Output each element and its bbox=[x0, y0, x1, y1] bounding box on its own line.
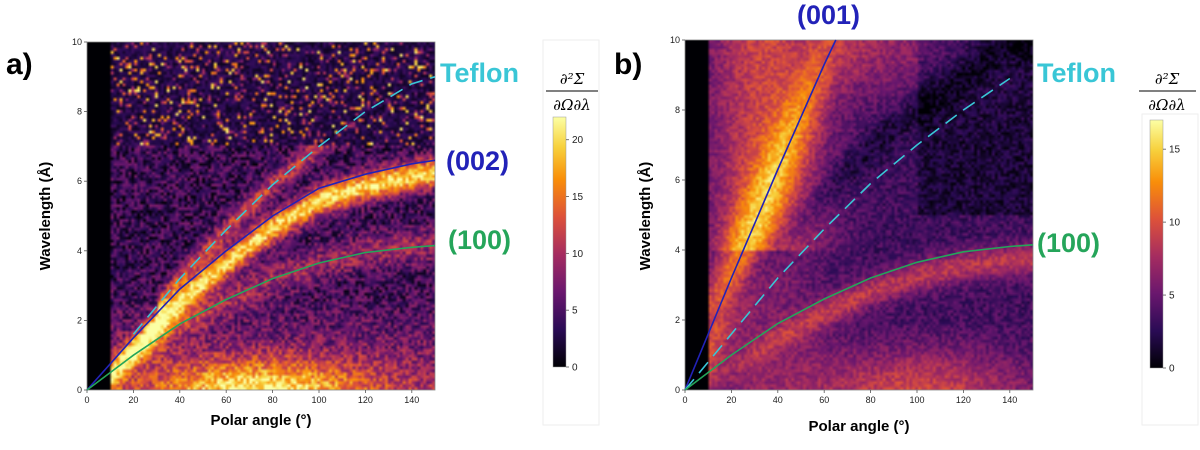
y-tick-label: 6 bbox=[675, 175, 680, 185]
panel-a-colorbar-box bbox=[542, 39, 600, 426]
x-tick-label: 0 bbox=[682, 395, 687, 405]
panel-a-annotation-002: (002) bbox=[446, 146, 509, 176]
panel-b-plot-frame bbox=[684, 39, 1034, 391]
panel-a-annotation-100: (100) bbox=[448, 225, 511, 255]
y-tick-label: 4 bbox=[77, 246, 82, 256]
panel-b-colorbar-gradient bbox=[1149, 119, 1164, 369]
y-tick-label: 8 bbox=[77, 107, 82, 117]
x-tick-label: 60 bbox=[819, 395, 829, 405]
x-tick-label: 20 bbox=[128, 395, 138, 405]
x-tick-label: 60 bbox=[221, 395, 231, 405]
panel-a-heatmap bbox=[87, 42, 435, 390]
x-tick-label: 0 bbox=[84, 395, 89, 405]
colorbar-tick-label: 5 bbox=[572, 306, 578, 317]
panel-b-annotation-001: (001) bbox=[797, 0, 860, 30]
panel-a-annotation-teflon: Teflon bbox=[440, 58, 519, 88]
panel-b-heatmap bbox=[685, 40, 1033, 390]
panel-b-curve-001 bbox=[684, 39, 837, 391]
x-tick-label: 140 bbox=[404, 395, 419, 405]
colorbar-tick-label: 10 bbox=[1169, 218, 1181, 229]
panel-a-x-axis-title: Polar angle (°) bbox=[210, 412, 311, 429]
panel-a-curves bbox=[86, 76, 436, 391]
panel-a-colorbar-gradient bbox=[552, 116, 567, 368]
panel-b-annotation-teflon: Teflon bbox=[1037, 58, 1116, 88]
x-tick-label: 80 bbox=[268, 395, 278, 405]
panel-b-x-axis-title: Polar angle (°) bbox=[808, 418, 909, 435]
colorbar-tick-label: 10 bbox=[572, 249, 584, 260]
panel-b-annotation-100: (100) bbox=[1037, 228, 1100, 258]
x-tick-label: 120 bbox=[956, 395, 971, 405]
panel-b-y-axis-title: Wavelength (Å) bbox=[637, 162, 654, 271]
y-tick-label: 0 bbox=[77, 385, 82, 395]
y-tick-label: 10 bbox=[670, 35, 680, 45]
panel-a-colorbar: ∂²Σ ∂Ω∂λ 0 5 10 15 20 bbox=[542, 39, 600, 426]
colorbar-tick-label: 20 bbox=[572, 135, 584, 146]
colorbar-tick-label: 0 bbox=[1169, 364, 1175, 375]
colorbar-tick-label: 5 bbox=[1169, 291, 1175, 302]
panel-b-colorbar-label-denominator: ∂Ω∂λ bbox=[1148, 96, 1185, 114]
panel-a-ticks: 0 20 40 60 80 100 120 140 0 2 4 6 8 10 bbox=[72, 37, 419, 405]
panel-b-colorbar-label-numerator: ∂²Σ bbox=[1155, 70, 1180, 88]
panel-a-colorbar-label-numerator: ∂²Σ bbox=[560, 70, 585, 88]
panel-a-y-axis-title: Wavelength (Å) bbox=[37, 162, 54, 271]
panel-b-curve-teflon bbox=[684, 77, 1011, 391]
y-tick-label: 2 bbox=[77, 315, 82, 325]
x-tick-label: 20 bbox=[726, 395, 736, 405]
panel-b-colorbar-ticks: 0 5 10 15 bbox=[1163, 145, 1181, 375]
panel-b-curve-100 bbox=[684, 244, 1034, 391]
y-tick-label: 4 bbox=[675, 245, 680, 255]
colorbar-tick-label: 15 bbox=[572, 192, 584, 203]
panel-a-colorbar-ticks: 0 5 10 15 20 bbox=[566, 135, 584, 374]
colorbar-tick-label: 15 bbox=[1169, 145, 1181, 156]
colorbar-tick-label: 0 bbox=[572, 363, 578, 374]
panel-a-label: a) bbox=[6, 48, 33, 81]
panel-a-colorbar-label-denominator: ∂Ω∂λ bbox=[553, 96, 590, 114]
panel-b-label: b) bbox=[614, 48, 642, 81]
x-tick-label: 80 bbox=[866, 395, 876, 405]
y-tick-label: 0 bbox=[675, 385, 680, 395]
panel-b-ticks: 0 20 40 60 80 100 120 140 0 2 4 6 8 10 bbox=[670, 35, 1017, 405]
x-tick-label: 100 bbox=[909, 395, 924, 405]
y-tick-label: 10 bbox=[72, 37, 82, 47]
y-tick-label: 2 bbox=[675, 315, 680, 325]
panel-a-curve-100 bbox=[86, 244, 436, 391]
panel-b-colorbar: ∂²Σ ∂Ω∂λ 0 5 10 15 bbox=[1139, 70, 1199, 426]
panel-a-plot-frame bbox=[86, 41, 436, 391]
x-tick-label: 100 bbox=[311, 395, 326, 405]
y-tick-label: 6 bbox=[77, 176, 82, 186]
panel-a-curve-002 bbox=[86, 159, 436, 391]
panel-b-curves bbox=[684, 39, 1034, 391]
x-tick-label: 40 bbox=[773, 395, 783, 405]
x-tick-label: 140 bbox=[1002, 395, 1017, 405]
x-tick-label: 40 bbox=[175, 395, 185, 405]
y-tick-label: 8 bbox=[675, 105, 680, 115]
x-tick-label: 120 bbox=[358, 395, 373, 405]
